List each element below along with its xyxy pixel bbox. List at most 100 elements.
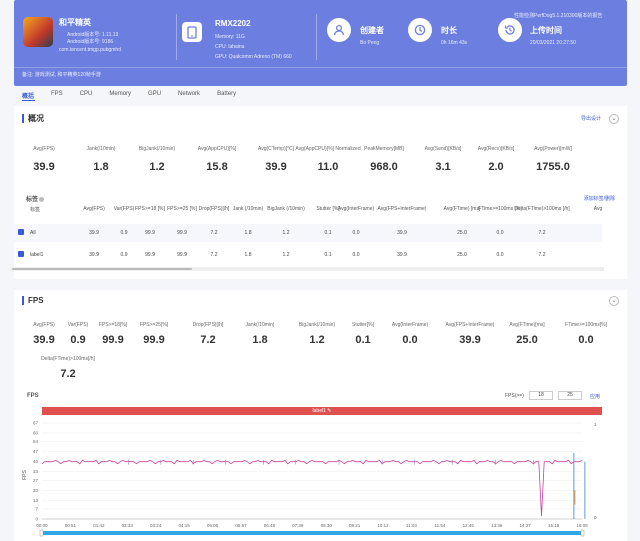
metric-label: Avg(FPS): [33, 146, 55, 152]
y-tick-label: 67: [33, 421, 39, 426]
y-tick-label: 33: [33, 469, 39, 474]
metric-value: 0.0: [578, 334, 594, 346]
metric-value: 1755.0: [536, 161, 570, 173]
add-tag-link[interactable]: 添加标签/删除: [583, 196, 615, 202]
user-icon: [327, 18, 351, 42]
table-cell: 39.9: [397, 252, 407, 258]
metric-label: Avg(Recv)[KB/s]: [477, 146, 515, 152]
device-model: RMX2202: [215, 19, 251, 28]
table-header-cell: Stutter [%]: [316, 206, 340, 212]
range-handle-left[interactable]: [39, 529, 44, 537]
device-memory: Memory: 11G: [215, 34, 245, 40]
metric-value: 7.2: [60, 368, 76, 380]
table-row[interactable]: [10, 224, 602, 242]
overview-card: 概况 导出设计 ⌄ Avg(FPS) 39.9 Jank(/10min) 1.8 Big…: [14, 106, 627, 279]
table-cell: 99.9: [177, 252, 187, 258]
x-tick-label: 04:15: [178, 523, 190, 528]
range-slider[interactable]: [42, 531, 582, 535]
duration-title: 时长: [441, 26, 457, 35]
tab-battery[interactable]: Battery: [217, 91, 237, 97]
tab-network[interactable]: Network: [178, 91, 201, 97]
metric-label: BigJank(/10min): [138, 146, 176, 152]
creator-value: Bo Peng: [360, 40, 380, 46]
metric-value: 0.0: [402, 334, 418, 346]
row-label: label1: [30, 252, 44, 258]
tab-gpu[interactable]: GPU: [148, 91, 162, 97]
upload-value: 20/03/2021 20:27:50: [530, 40, 576, 46]
y-tick-label: 27: [33, 478, 39, 483]
app-name: 和平精英: [59, 18, 91, 27]
tags-heading: 标签: [26, 194, 45, 203]
table-cell: 1.2: [282, 252, 290, 258]
tab-fps[interactable]: FPS: [51, 91, 63, 97]
metric-label: Delta(FTime)>100ms[/h]: [41, 356, 95, 362]
table-cell: 0.0: [496, 252, 504, 258]
y-tick-label: 7: [35, 506, 38, 511]
export-link[interactable]: 导出设计: [580, 116, 601, 122]
table-scrollbar[interactable]: [10, 267, 604, 271]
x-tick-label: 00:51: [65, 523, 77, 528]
table-cell: 39.9: [89, 230, 99, 236]
device-cpu: CPU: lahaina: [215, 44, 245, 50]
tab-memory[interactable]: Memory: [109, 91, 132, 97]
clock-icon: [408, 18, 432, 42]
collapse-icon[interactable]: ⌄: [609, 114, 619, 124]
metric-value: 11.0: [317, 161, 339, 173]
table-header-cell: Avg(FPS+InterFrame): [377, 206, 427, 212]
metric-value: 99.9: [102, 334, 124, 346]
range-handle-right[interactable]: [580, 529, 585, 537]
report-header: 和平精英 Android版本号: 1.11.13 Android版本号: 918…: [14, 0, 627, 86]
metric-label: FPS>=18[%]: [98, 322, 128, 328]
scrollbar-thumb[interactable]: [12, 268, 192, 270]
fps-title: FPS: [22, 296, 44, 305]
metric-label: Avg(AppCPU)[%] Normalized: [295, 146, 361, 152]
x-tick-label: 02:33: [122, 523, 134, 528]
metric-label: Avg(FTime)[ms]: [509, 322, 545, 328]
fps-card: FPS ⌄ Avg(FPS) 39.9 Var(FPS) 0.9 FPS>=18[%] 9…: [14, 290, 627, 541]
metric-label: Stutter[%]: [352, 322, 374, 328]
table-cell: 1.8: [244, 252, 252, 258]
x-tick-label: 08:30: [321, 523, 333, 528]
y-tick-label: 54: [33, 439, 39, 444]
chart-title: FPS: [27, 393, 39, 399]
table-cell: 0.9: [120, 252, 128, 258]
y-tick-label: 40: [33, 459, 39, 464]
table-header-cell: Avg(InterFrame): [337, 206, 375, 212]
x-tick-label: 07:39: [292, 523, 304, 528]
row-checkbox[interactable]: [18, 251, 24, 257]
fps-threshold-label: FPS(>=): [505, 393, 524, 399]
table-cell: 7.2: [538, 230, 546, 236]
metric-value: 1.8: [93, 161, 109, 173]
table-header-cell: Delta(FTime)>100ms [/h]: [514, 206, 570, 212]
table-cell: 1.8: [244, 230, 252, 236]
fps-series-line: [41, 459, 583, 517]
metric-value: 2.0: [488, 161, 504, 173]
apply-button[interactable]: 应用: [590, 394, 601, 400]
metric-label: PeakMemory[MB]: [364, 146, 404, 152]
report-note: 备注: 游戏测试, 和平精英120帧手游: [22, 72, 101, 78]
collapse-icon[interactable]: ⌄: [609, 296, 619, 306]
metric-value: 25.0: [516, 334, 538, 346]
x-tick-label: 06:48: [264, 523, 276, 528]
x-tick-label: 16:09: [576, 523, 588, 528]
table-cell: 7.2: [210, 230, 218, 236]
tab-overview[interactable]: 概括: [22, 94, 35, 100]
x-tick-label: 00:00: [36, 523, 48, 528]
metric-label: Avg(FPS+InterFrame): [445, 322, 495, 328]
fps-threshold-b[interactable]: 25: [558, 391, 582, 400]
metric-label: Avg(FPS): [33, 322, 55, 328]
x-tick-label: 14:27: [520, 523, 532, 528]
metric-value: 0.9: [70, 334, 86, 346]
x-tick-label: 11:54: [434, 523, 445, 528]
tab-cpu[interactable]: CPU: [79, 91, 93, 97]
row-checkbox[interactable]: [18, 229, 24, 235]
y-tick-label: 47: [33, 449, 39, 454]
section-tabs: 概括 FPS CPU Memory GPU Network Battery: [22, 91, 253, 100]
table-header-cell: BigJank (/10min): [267, 206, 305, 212]
label-range-bar[interactable]: label1 ✎: [42, 407, 602, 415]
metric-label: BigJank(/10min): [298, 322, 336, 328]
app-code: Android版本号: 9186: [67, 39, 114, 45]
right-axis-label: 0: [594, 515, 597, 520]
fps-threshold-a[interactable]: 18: [529, 391, 553, 400]
report-version: 性能检测PerfDog5.1.210300版本的报告: [514, 13, 603, 19]
